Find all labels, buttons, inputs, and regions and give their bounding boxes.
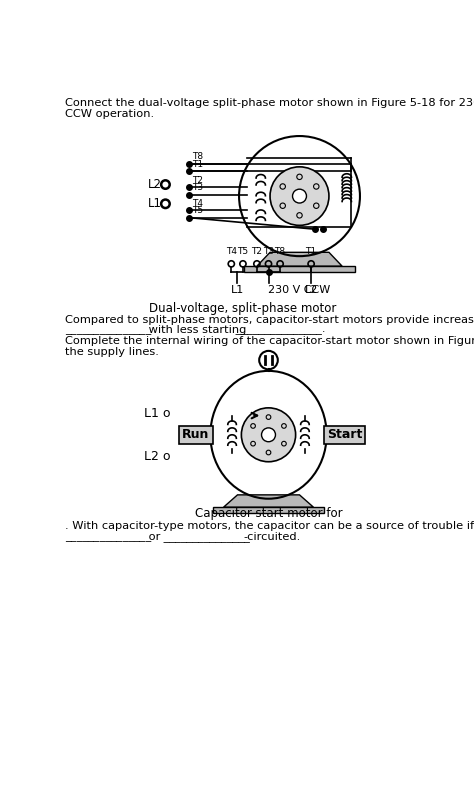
Text: Capacitor-start motor for: Capacitor-start motor for (195, 507, 343, 520)
Text: _______________: _______________ (160, 532, 250, 542)
Text: _______________: _______________ (65, 326, 152, 335)
Bar (244, 266, 356, 272)
Text: -circuited.: -circuited. (244, 532, 301, 542)
Text: _______________: _______________ (65, 532, 152, 542)
Bar (213, 507, 324, 513)
Text: CCW operation.: CCW operation. (65, 109, 155, 119)
Text: T1: T1 (306, 247, 317, 256)
Text: T2: T2 (251, 247, 263, 256)
Text: T5: T5 (192, 206, 203, 215)
Circle shape (292, 189, 307, 203)
Text: L1: L1 (147, 198, 162, 210)
Text: Connect the dual-voltage split-phase motor shown in Figure 5-18 for 230-V: Connect the dual-voltage split-phase mot… (65, 98, 474, 108)
Text: L2 o: L2 o (145, 450, 171, 463)
Text: T4: T4 (226, 247, 237, 256)
Bar (179, 426, 213, 444)
Text: with less starting: with less starting (145, 326, 246, 335)
Text: T8: T8 (274, 247, 286, 256)
Circle shape (270, 167, 329, 226)
Polygon shape (224, 495, 313, 507)
Text: . With capacitor-type motors, the capacitor can be a source of trouble if it bec: . With capacitor-type motors, the capaci… (65, 521, 474, 531)
Text: L1: L1 (230, 285, 244, 294)
Text: L2: L2 (147, 178, 162, 191)
Text: T3: T3 (263, 247, 274, 256)
Text: _______________.: _______________. (232, 326, 326, 335)
Text: Dual-voltage, split-phase motor: Dual-voltage, split-phase motor (149, 302, 337, 315)
Text: T1: T1 (192, 160, 203, 169)
Circle shape (262, 428, 275, 442)
Text: or: or (145, 532, 161, 542)
Text: Start: Start (327, 428, 362, 442)
Text: T4: T4 (192, 198, 203, 208)
Text: Run: Run (182, 428, 210, 442)
Text: T2: T2 (192, 175, 203, 185)
Text: 230 V CCW: 230 V CCW (268, 285, 331, 294)
Text: Compared to split-phase motors, capacitor-start motors provide increase starting: Compared to split-phase motors, capacito… (65, 314, 474, 325)
Text: T3: T3 (192, 183, 203, 192)
Bar (324, 426, 365, 444)
Text: T5: T5 (237, 247, 248, 256)
Text: L2: L2 (304, 285, 318, 294)
Polygon shape (257, 252, 342, 266)
Text: L1 o: L1 o (145, 406, 171, 420)
Text: T8: T8 (192, 153, 203, 162)
Circle shape (241, 408, 296, 462)
Text: the supply lines.: the supply lines. (65, 347, 159, 357)
Text: Complete the internal wiring of the capacitor-start motor shown in Figure 5-19 t: Complete the internal wiring of the capa… (65, 336, 474, 346)
